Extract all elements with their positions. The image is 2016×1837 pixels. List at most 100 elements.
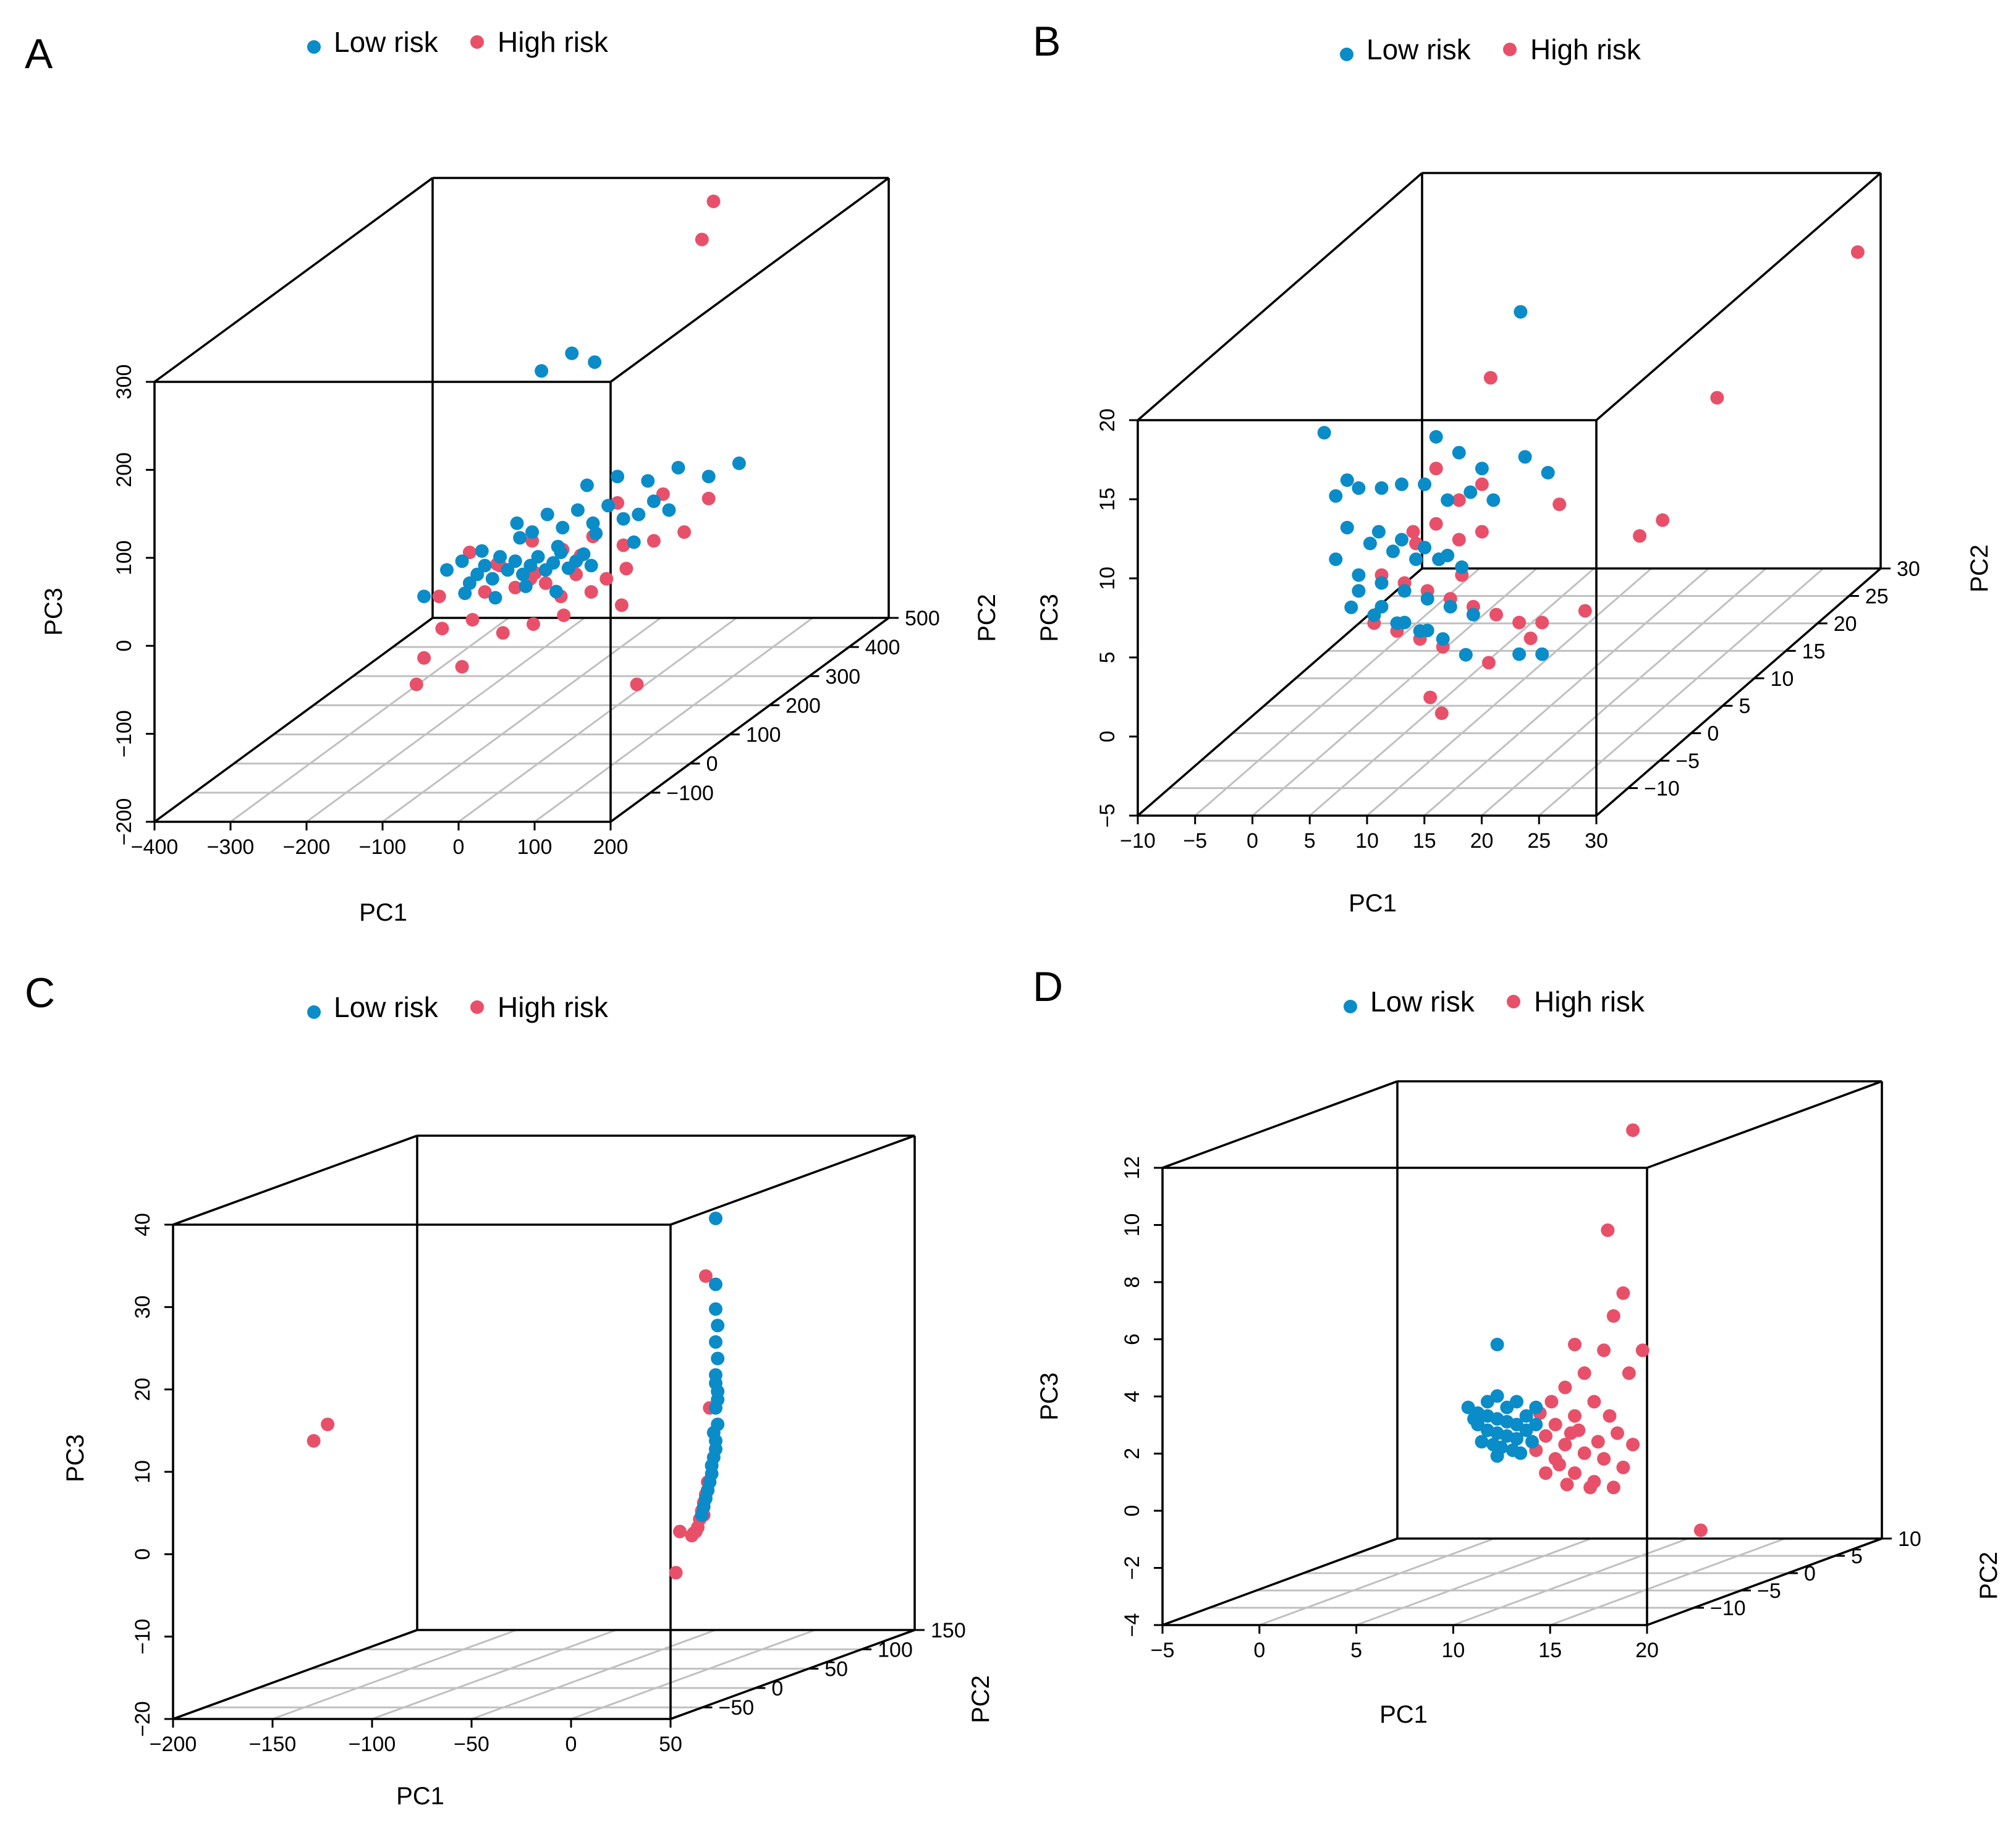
x-tick-label: 50	[659, 1733, 682, 1756]
y-tick-label: 400	[865, 636, 900, 659]
low-risk-point	[1514, 1446, 1528, 1460]
low-risk-point	[662, 503, 676, 517]
box-frame	[1137, 172, 1882, 817]
legend-high-marker	[1507, 995, 1520, 1008]
low-risk-point	[709, 1376, 722, 1390]
grid-line	[1259, 1537, 1495, 1626]
high-risk-point	[619, 562, 633, 576]
grid-line	[1356, 1537, 1592, 1626]
box-edge	[153, 177, 434, 383]
high-risk-point	[1512, 615, 1527, 630]
series-high-risk	[307, 1269, 719, 1580]
low-risk-point	[551, 539, 565, 554]
high-risk-point	[1577, 1446, 1591, 1460]
high-risk-point	[1539, 1429, 1552, 1443]
x-tick-label: −300	[207, 835, 255, 859]
high-risk-point	[698, 1269, 713, 1283]
series-high-risk	[1529, 1123, 1708, 1537]
low-risk-point	[1395, 533, 1408, 547]
high-risk-point	[1523, 631, 1538, 646]
y-tick-label: 0	[1804, 1562, 1816, 1586]
low-risk-point	[1441, 493, 1455, 507]
high-risk-point	[706, 194, 721, 208]
high-risk-point	[685, 1529, 699, 1543]
low-risk-point	[535, 364, 549, 378]
low-risk-point	[462, 576, 476, 590]
z-tick-label: 10	[1096, 567, 1119, 590]
low-risk-point	[1514, 305, 1528, 319]
x-tick-label: −200	[150, 1733, 197, 1756]
high-risk-point	[417, 651, 431, 665]
x-tick-label: 5	[1350, 1639, 1362, 1662]
box-edge	[1646, 1537, 1883, 1626]
y-tick-label: −100	[666, 782, 714, 805]
y-tick-label: 20	[1834, 612, 1857, 636]
y-tick-label: 25	[1865, 585, 1889, 608]
grid-line	[230, 617, 509, 823]
panel-letter: C	[25, 969, 55, 1016]
high-risk-point	[1434, 706, 1449, 720]
y-tick-label: 50	[824, 1658, 848, 1681]
y-tick-label: 200	[786, 694, 821, 717]
box-edge	[609, 177, 890, 383]
low-risk-point	[627, 535, 641, 549]
panel-d: −5 0 5 10 15 20 −4 −2 0 2 4 6 8 10 12 −10 −5 0 5 10 PC1 PC3 PC…	[1008, 945, 2016, 1837]
low-risk-point	[711, 1393, 725, 1407]
legend-high-marker	[1503, 43, 1517, 56]
box-edge	[153, 617, 434, 823]
high-risk-point	[1616, 1460, 1630, 1474]
x-tick-label: −400	[131, 835, 179, 859]
high-risk-point	[465, 613, 480, 627]
high-risk-point	[1568, 1409, 1582, 1423]
low-risk-point	[1475, 1435, 1489, 1449]
series-high-risk	[409, 194, 721, 691]
low-risk-point	[540, 507, 554, 522]
panel-b: −10 −5 0 5 10 15 20 25 30 −5 0 5 10 15 20 −10 −5 0 5 10 15 20…	[1008, 0, 2016, 945]
low-risk-point	[1317, 426, 1331, 440]
low-risk-point	[570, 503, 585, 517]
low-risk-point	[1329, 489, 1343, 503]
grid-line	[1309, 567, 1595, 817]
high-risk-point	[1611, 1426, 1624, 1440]
legend: Low risk High risk	[307, 26, 609, 58]
z-tick-label: 200	[112, 452, 136, 488]
y-tick-label: 300	[825, 665, 860, 688]
z-axis-title: PC3	[62, 1434, 89, 1482]
grid-line	[458, 617, 737, 823]
box-edge	[1646, 1080, 1883, 1169]
high-risk-point	[435, 622, 449, 636]
high-risk-point	[1568, 1466, 1582, 1480]
y-tick-label: −5	[1757, 1579, 1781, 1603]
high-risk-point	[321, 1417, 335, 1432]
grid-line	[1423, 567, 1709, 817]
low-risk-point	[646, 494, 661, 509]
panel-letter: A	[25, 30, 53, 77]
z-tick-label: 20	[131, 1378, 155, 1401]
low-risk-point	[1466, 607, 1480, 622]
low-risk-point	[1436, 632, 1450, 646]
panel-c: −200 −150 −100 −50 0 50 −20 −10 0 10 20 30 40 −50 0 50 1…	[0, 945, 1008, 1837]
low-risk-point	[1535, 647, 1549, 661]
high-risk-point	[508, 580, 522, 594]
grid-line	[1452, 1537, 1688, 1626]
x-tick-label: 0	[453, 835, 465, 859]
low-risk-point	[455, 554, 469, 568]
low-risk-point	[1329, 552, 1343, 567]
high-risk-point	[701, 491, 716, 505]
low-risk-point	[1510, 1432, 1523, 1446]
low-risk-point	[1395, 477, 1408, 491]
grid-line	[306, 617, 585, 823]
low-risk-point	[1429, 430, 1443, 444]
high-risk-point	[1656, 513, 1670, 527]
low-risk-point	[601, 499, 616, 513]
x-tick-label: −100	[349, 1733, 396, 1756]
x-tick-label: 25	[1527, 829, 1551, 853]
z-tick-label: 15	[1096, 488, 1119, 511]
x-axis-title: PC1	[359, 899, 407, 926]
y-axis-title: PC2	[1966, 544, 1993, 593]
low-risk-point	[1363, 536, 1377, 551]
y-tick-label: −5	[1675, 750, 1700, 773]
low-risk-point	[1490, 1338, 1504, 1351]
high-risk-point	[656, 487, 670, 501]
high-risk-point	[1489, 607, 1503, 622]
